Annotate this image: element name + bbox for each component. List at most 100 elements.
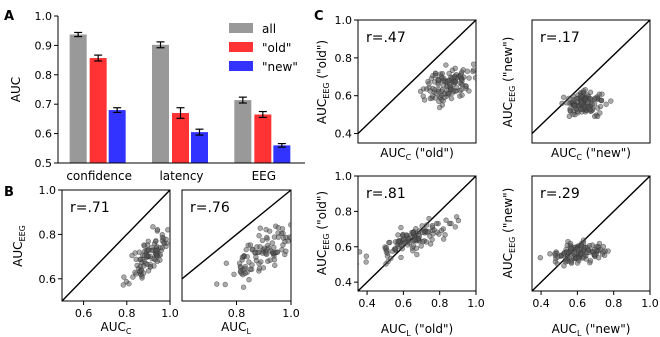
point-C2 <box>608 98 614 104</box>
point-C1 <box>463 83 469 89</box>
ytick-label-B1-0.8: 0.8 <box>39 228 57 241</box>
diagonal-B2 <box>181 189 292 280</box>
ylabel-c3-suffix: ("old") <box>315 191 329 234</box>
ylabel-c1: AUCEEG ("old") <box>315 40 331 124</box>
r-label-C3: r=.81 <box>366 186 406 202</box>
point-B1 <box>172 240 177 245</box>
point-C1 <box>453 84 460 91</box>
bar-latency-2 <box>191 132 208 163</box>
xlabel-c3-text: AUCL ("old") <box>381 322 453 337</box>
point-B1 <box>141 252 148 259</box>
point-C2 <box>572 103 578 109</box>
ytick-label-C3-0.8: 0.8 <box>335 205 353 218</box>
point-C2 <box>587 106 593 113</box>
point-B2 <box>266 228 273 234</box>
point-B2 <box>256 233 262 239</box>
x-category-EEG: EEG <box>252 169 276 183</box>
frame-B1 <box>61 189 171 302</box>
point-B2 <box>239 254 246 261</box>
ytick-label-C3-0.4: 0.4 <box>335 276 353 289</box>
point-C3 <box>358 261 360 267</box>
point-B2 <box>243 246 249 253</box>
point-B2 <box>272 262 278 268</box>
bar-EEG-0 <box>234 100 252 163</box>
point-B1 <box>132 269 138 276</box>
point-C3 <box>392 246 398 252</box>
point-C1 <box>466 75 472 81</box>
ylabel-c4-text: AUCEEG ("new") <box>501 188 517 279</box>
xtick-label-C3-0.8: 0.8 <box>431 297 449 310</box>
point-C2 <box>603 101 609 107</box>
ytick-label-a-0.9: 0.9 <box>35 39 53 52</box>
point-C2 <box>597 103 604 110</box>
ylabel-c3-sub: EEG <box>322 233 331 249</box>
point-C1 <box>436 98 442 105</box>
xlabel-b2-text: AUCL <box>221 320 251 336</box>
point-B1 <box>147 264 153 270</box>
ytick-label-C3-0.6: 0.6 <box>335 241 353 254</box>
ylabel-c4-main: AUC <box>501 253 515 278</box>
ylabel-c1-main: AUC <box>315 99 329 124</box>
point-B1 <box>159 245 166 251</box>
point-B1 <box>145 238 151 245</box>
point-C2 <box>597 110 603 116</box>
point-B2 <box>244 254 250 260</box>
point-B2 <box>223 260 230 266</box>
point-C3 <box>426 215 432 222</box>
point-C3 <box>452 224 459 230</box>
xtick-label-B1-1.0: 1.0 <box>161 307 179 320</box>
ylabel-b1-sub: EEG <box>18 225 27 241</box>
point-B2 <box>279 226 286 232</box>
point-C4 <box>589 242 596 248</box>
diagonal-C4 <box>531 175 651 292</box>
point-B2 <box>275 230 281 236</box>
xtick-label-C4-0.6: 0.6 <box>569 297 587 310</box>
point-C1 <box>426 81 432 87</box>
frame-C3 <box>357 175 477 292</box>
point-C3 <box>434 220 440 227</box>
point-B1 <box>139 273 145 279</box>
point-C2 <box>580 88 587 94</box>
r-label-B1: r=.71 <box>70 200 110 216</box>
point-C4 <box>605 248 611 254</box>
point-C1 <box>449 67 456 74</box>
xlabel-b1: AUCC <box>101 320 132 336</box>
point-B1 <box>121 274 127 280</box>
xlabel-c3: AUCL ("old") <box>381 322 453 337</box>
point-C3 <box>440 236 447 242</box>
point-C1 <box>446 91 452 97</box>
point-C3 <box>414 251 420 258</box>
xlabel-c2-main: AUC <box>551 146 576 160</box>
point-C1 <box>448 95 455 102</box>
point-C1 <box>451 74 458 80</box>
point-B2 <box>279 246 285 253</box>
legend-label-0: all <box>262 22 276 36</box>
point-B2 <box>231 271 237 277</box>
ylabel-c1-sub: EEG <box>322 82 331 98</box>
xlabel-c2-sub: C <box>576 153 582 162</box>
bar-confidence-1 <box>89 58 107 163</box>
ylabel-c2: AUCEEG ("new") <box>501 37 517 128</box>
point-C3 <box>424 222 430 228</box>
point-C1 <box>470 61 476 67</box>
point-B2 <box>271 256 278 263</box>
point-C2 <box>579 109 585 115</box>
ylabel-c2-main: AUC <box>501 102 515 127</box>
point-C1 <box>448 86 454 93</box>
point-C4 <box>554 261 560 267</box>
point-C3 <box>395 238 402 245</box>
point-C1 <box>446 70 452 77</box>
point-C4 <box>580 240 587 246</box>
xlabel-c1: AUCC ("old") <box>380 146 453 162</box>
point-C1 <box>464 68 471 74</box>
xtick-label-C3-1.0: 1.0 <box>467 297 485 310</box>
point-C4 <box>568 259 574 265</box>
ylabel-a-main: AUC <box>9 77 23 102</box>
point-B2 <box>274 249 281 255</box>
xtick-label-B2-0.8: 0.8 <box>228 307 246 320</box>
point-B2 <box>252 250 258 256</box>
point-B2 <box>247 242 254 248</box>
point-B2 <box>271 234 278 240</box>
point-C3 <box>412 236 418 243</box>
